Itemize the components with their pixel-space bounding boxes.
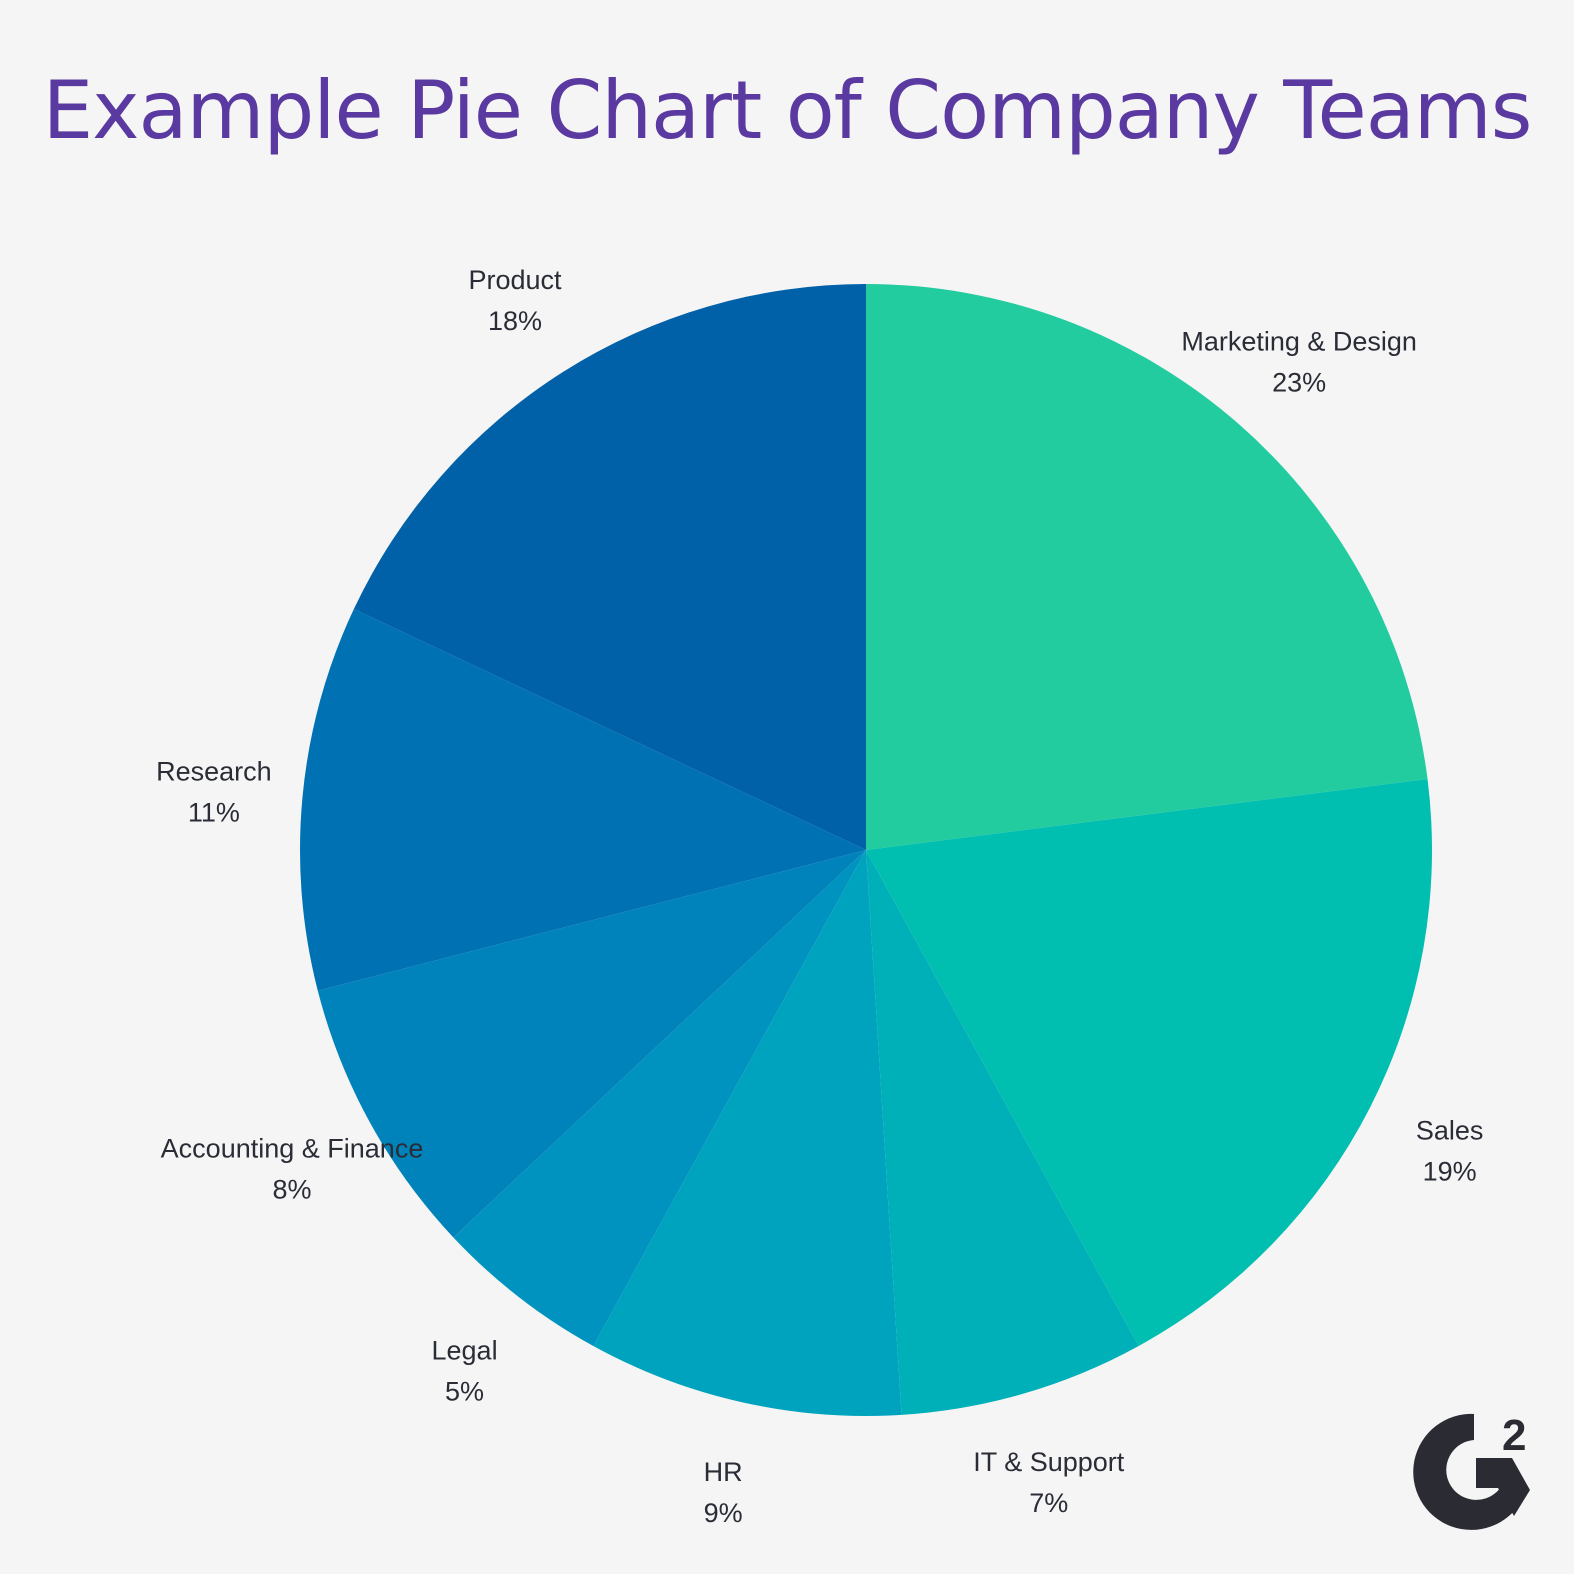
pie-slice-product — [353, 284, 866, 850]
slice-label-accounting-finance: Accounting & Finance — [161, 1134, 424, 1164]
slice-value-research: 11% — [188, 797, 240, 827]
pie-slice-research — [299, 609, 866, 991]
slice-value-hr: 9% — [704, 1498, 743, 1528]
pie-slice-accounting-finance — [317, 850, 866, 1238]
pie-slice-legal — [453, 850, 866, 1346]
slice-label-research: Research — [156, 756, 272, 786]
pie-slices — [299, 284, 1432, 1416]
g2-logo-superscript: 2 — [1502, 1411, 1526, 1460]
pie-slice-it-support — [866, 850, 1139, 1415]
chart-title: Example Pie Chart of Company Teams — [43, 64, 1532, 157]
slice-label-marketing-design: Marketing & Design — [1181, 327, 1417, 357]
slice-value-marketing-design: 23% — [1272, 368, 1326, 398]
pie-slice-marketing-design — [866, 284, 1428, 850]
pie-slice-sales — [866, 779, 1432, 1346]
g2-logo-ring — [1413, 1413, 1522, 1530]
slice-value-legal: 5% — [445, 1377, 484, 1407]
slice-value-it-support: 7% — [1029, 1488, 1068, 1518]
pie-labels: Marketing & Design 23% Sales 19% IT & Suppor… — [156, 265, 1483, 1528]
slice-label-it-support: IT & Support — [973, 1447, 1125, 1477]
g2-logo: 2 — [1413, 1411, 1530, 1530]
slice-value-product: 18% — [488, 306, 542, 336]
pie-slice-hr — [593, 850, 902, 1416]
slice-label-product: Product — [469, 265, 563, 295]
slice-label-legal: Legal — [432, 1336, 498, 1366]
slice-value-accounting-finance: 8% — [273, 1175, 312, 1205]
g2-logo-bar — [1476, 1458, 1530, 1516]
slice-value-sales: 19% — [1423, 1156, 1477, 1186]
slice-label-hr: HR — [704, 1457, 743, 1487]
slice-label-sales: Sales — [1416, 1115, 1484, 1145]
